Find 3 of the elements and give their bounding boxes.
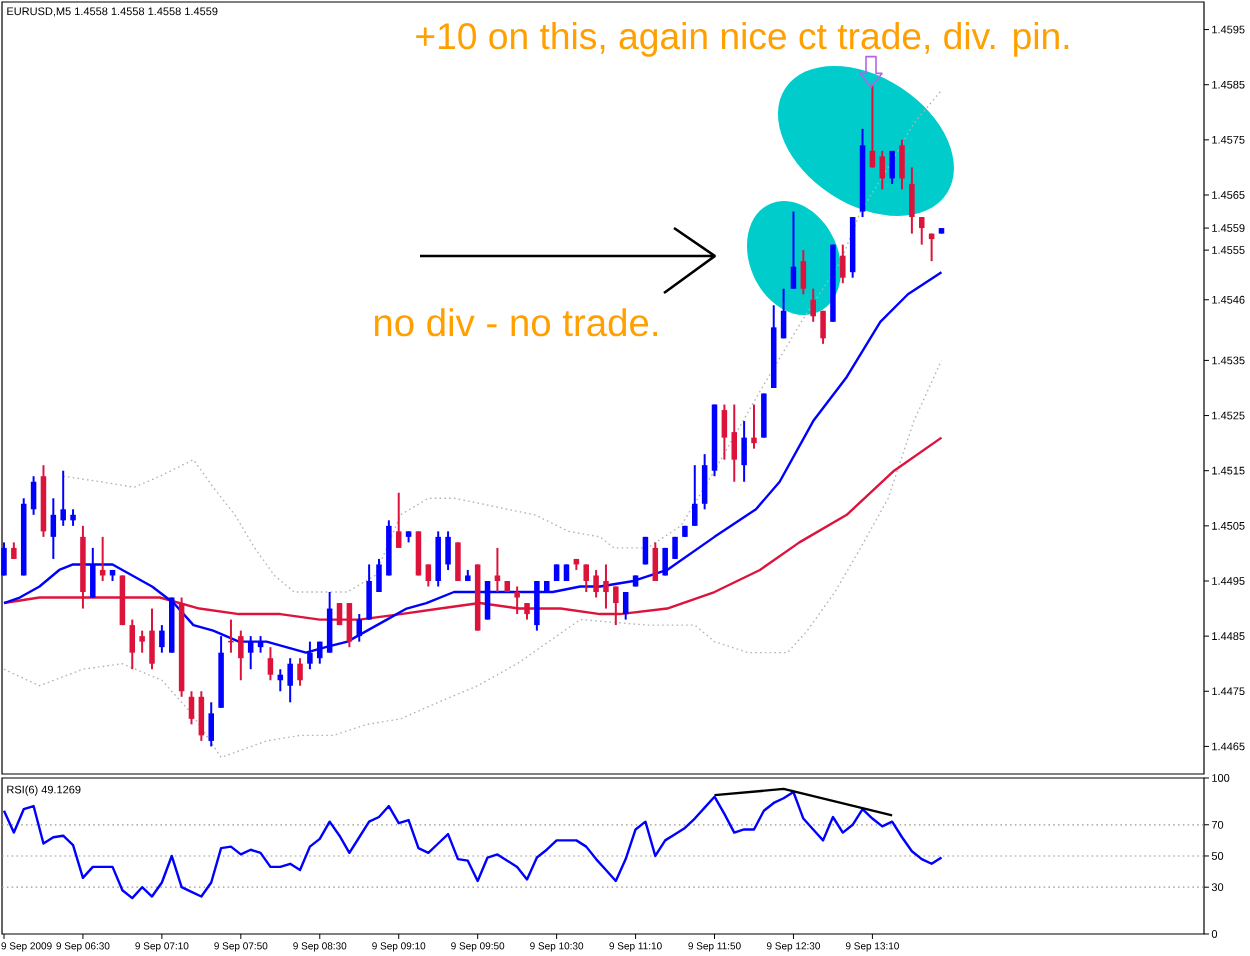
- line-series: [3, 359, 943, 759]
- annotation: +10 on this, again nice ct trade, div. pin.: [416, 22, 1069, 57]
- annotation: no div - no trade.: [374, 308, 657, 337]
